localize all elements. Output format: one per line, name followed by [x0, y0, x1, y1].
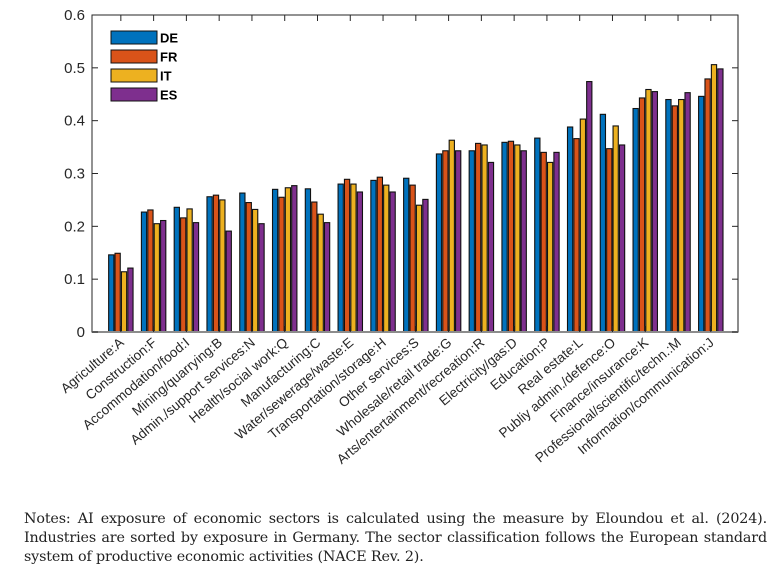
bar-it	[645, 88, 652, 333]
legend-label-it: IT	[160, 69, 172, 84]
bar-it	[350, 183, 357, 333]
bar-fr	[573, 138, 580, 333]
bar-it	[579, 118, 587, 333]
bar-fr	[671, 105, 679, 333]
bar-fr	[540, 151, 547, 333]
bar-it	[383, 184, 390, 333]
bar-de	[108, 254, 115, 333]
bar-fr	[606, 148, 613, 333]
bar-it	[251, 208, 259, 333]
bar-es	[455, 150, 462, 333]
bar-de	[403, 177, 410, 333]
bar-it	[514, 144, 521, 333]
x-tick-labels: Agriculture:AConstruction:FAccommodation…	[58, 334, 717, 466]
legend-swatch-it	[110, 68, 158, 83]
bar-fr	[474, 142, 482, 333]
bar-fr	[343, 178, 351, 333]
bar-de	[698, 95, 705, 333]
bars-layer	[108, 64, 724, 333]
y-tick-label: 0.2	[64, 218, 85, 235]
bar-it	[546, 161, 554, 333]
bar-de	[566, 126, 574, 333]
bar-es	[651, 91, 659, 333]
bar-fr	[409, 184, 416, 333]
bar-de	[304, 188, 312, 333]
bar-de	[501, 141, 508, 333]
figure-notes: Notes: AI exposure of economic sectors i…	[24, 511, 767, 565]
y-tick-labels: 0 0.1 0.2 0.3 0.4 0.5 0.6	[64, 7, 85, 341]
y-tick-label: 0	[77, 324, 85, 341]
y-tick-label: 0.1	[64, 271, 85, 288]
bar-fr	[442, 150, 449, 333]
bar-es	[586, 81, 593, 333]
bar-it	[120, 271, 128, 333]
bar-de	[632, 107, 639, 333]
y-tick-label: 0.6	[64, 7, 85, 24]
bar-fr	[278, 196, 285, 333]
bar-es	[717, 68, 724, 333]
bar-es	[356, 191, 364, 333]
legend-swatch-es	[110, 87, 158, 102]
bar-fr	[311, 201, 318, 333]
y-tick-label: 0.5	[64, 60, 85, 77]
bar-de	[599, 113, 607, 333]
bar-fr	[507, 140, 515, 333]
bar-es	[520, 150, 527, 333]
bar-it	[317, 213, 324, 333]
bar-es	[291, 185, 298, 333]
bar-de	[271, 188, 279, 333]
bar-es	[422, 198, 429, 333]
bar-fr	[245, 202, 252, 333]
bar-es	[618, 144, 626, 333]
axes-layer	[91, 14, 739, 333]
bar-es	[487, 161, 495, 333]
bar-it	[448, 139, 455, 333]
bar-it	[219, 199, 226, 333]
bar-it	[284, 187, 292, 333]
bar-fr	[704, 78, 711, 333]
bar-de	[370, 179, 377, 333]
bar-de	[534, 137, 541, 333]
legend-label-de: DE	[160, 31, 178, 46]
bar-fr	[376, 176, 384, 333]
bar-es	[160, 219, 167, 333]
bar-fr	[180, 217, 187, 333]
bar-it	[612, 125, 619, 333]
bar-es	[684, 92, 691, 333]
bar-it	[153, 223, 160, 333]
bar-chart: 0 0.1 0.2 0.3 0.4 0.5 0.6 Agriculture:AConstru…	[58, 7, 739, 467]
bar-es	[192, 222, 200, 333]
bar-de	[435, 153, 443, 333]
bar-es	[323, 222, 331, 333]
bar-de	[206, 196, 213, 333]
bar-de	[665, 98, 672, 333]
legend-label-fr: FR	[160, 50, 178, 65]
bar-it	[678, 98, 685, 333]
bar-es	[225, 230, 232, 333]
bar-es	[258, 223, 265, 333]
bar-es	[127, 267, 134, 333]
legend-swatch-fr	[110, 49, 158, 64]
bar-de	[173, 206, 180, 333]
bar-fr	[212, 194, 220, 333]
legend-label-es: ES	[160, 88, 178, 103]
bar-de	[140, 211, 148, 333]
bar-it	[710, 64, 718, 333]
bar-fr	[147, 209, 154, 333]
bar-it	[415, 204, 423, 333]
legend-swatch-de	[110, 30, 158, 45]
bar-de	[337, 183, 344, 333]
bar-it	[481, 144, 488, 333]
legend: DE FR IT ES	[110, 30, 178, 103]
bar-de	[468, 150, 475, 333]
y-tick-label: 0.3	[64, 166, 85, 183]
bar-fr	[638, 97, 646, 333]
y-tick-label: 0.4	[64, 113, 85, 130]
bar-de	[239, 192, 246, 333]
bar-it	[186, 208, 193, 333]
bar-fr	[114, 252, 121, 333]
bar-es	[553, 151, 560, 333]
bar-es	[389, 191, 396, 333]
